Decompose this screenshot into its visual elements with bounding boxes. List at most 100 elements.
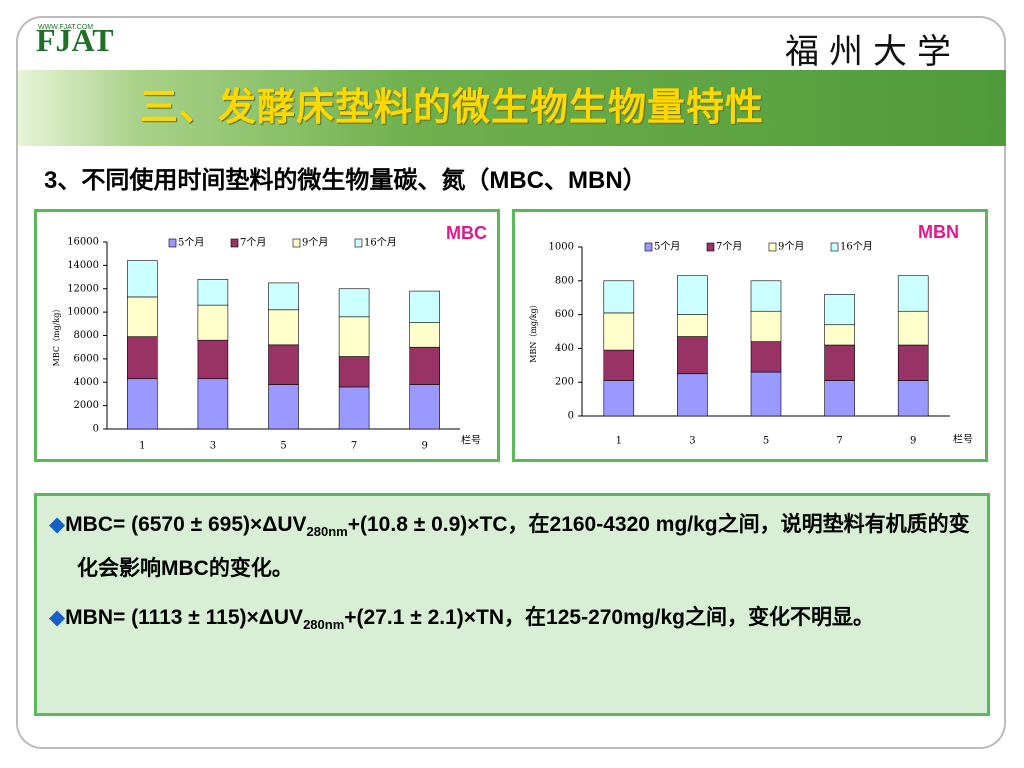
text: MBC= (6570 ± 695)×ΔUV <box>65 513 307 536</box>
x-axis-label: 栏号 <box>953 433 973 446</box>
slide-title: 三、发酵床垫料的微生物生物量特性 <box>140 87 765 129</box>
bar-segment <box>338 316 370 357</box>
bar-segment <box>409 346 441 385</box>
bar-segment <box>338 386 370 430</box>
bar-segment <box>127 296 158 337</box>
subscript: 280nm <box>303 617 345 633</box>
chart-box: 0 200 400 600 800 1000 1 3 5 7 9 5个月 7个月 9个月 16个月 MBN 栏号… <box>512 209 988 462</box>
legend-swatch <box>230 238 239 248</box>
x-axis-label: 栏号 <box>461 434 481 447</box>
y-tick-label: 200 <box>555 377 574 388</box>
legend-label: 7个月 <box>716 241 742 253</box>
y-tick-label: 0 <box>568 411 574 422</box>
bar-segment <box>750 310 782 342</box>
legend-swatch <box>768 242 777 252</box>
y-tick-label: 12000 <box>67 283 99 294</box>
bar-segment <box>750 280 782 312</box>
x-tick-label: 1 <box>139 441 145 452</box>
bar-segment <box>268 384 299 430</box>
bar-segment <box>603 349 635 381</box>
bar-segment <box>750 341 782 373</box>
bar-segment <box>677 336 708 375</box>
y-axis-label: MBN（mg/kg） <box>529 300 538 362</box>
y-tick-label: 14000 <box>67 260 99 271</box>
y-tick-label: 6000 <box>74 353 99 364</box>
x-tick-label: 9 <box>422 441 428 452</box>
bar-segment <box>824 344 855 381</box>
legend-label: 9个月 <box>778 241 804 253</box>
x-tick-label: 7 <box>836 436 842 447</box>
y-axis-label: MBC（mg/kg） <box>52 305 61 367</box>
y-tick-label: 4000 <box>74 377 99 388</box>
chart-title: MBN <box>918 222 959 242</box>
legend-label: 16个月 <box>364 237 397 249</box>
legend-label: 9个月 <box>302 237 328 249</box>
bar-segment <box>677 314 708 337</box>
x-tick-label: 5 <box>280 441 286 452</box>
bar-segment <box>824 324 855 346</box>
bar-segment <box>409 322 441 348</box>
x-tick-label: 3 <box>210 441 216 452</box>
y-tick-label: 400 <box>555 343 574 354</box>
bar-segment <box>897 275 929 312</box>
bar-segment <box>268 344 299 385</box>
legend-swatch <box>354 238 363 248</box>
legend-swatch <box>830 242 839 252</box>
bullet-marker: ◆ <box>49 606 66 630</box>
chart-title: MBC <box>446 223 487 243</box>
bar-segment <box>127 378 158 430</box>
university-name: 福州大学 <box>785 32 961 72</box>
chart: 0 200 400 600 800 1000 1 3 5 7 9 5个月 7个月 9个月 16个月 MBN 栏号… <box>529 222 973 447</box>
bar-segment <box>409 384 441 430</box>
bullet: ◆MBC= (6570 ± 695)×ΔUV280nm+(10.8 ± 0.9)… <box>49 506 973 587</box>
y-tick-label: 8000 <box>74 330 99 341</box>
bar-segment <box>127 336 158 380</box>
bar-segment <box>268 309 299 346</box>
bar-segment <box>897 380 929 417</box>
y-tick-label: 800 <box>555 275 574 286</box>
bar-segment <box>197 378 229 430</box>
y-tick-label: 10000 <box>67 307 99 318</box>
bar-segment <box>197 304 229 341</box>
x-tick-label: 1 <box>616 436 622 447</box>
legend-label: 7个月 <box>240 237 266 249</box>
bar-segment <box>824 294 855 326</box>
logo: FJAT <box>36 22 114 58</box>
y-tick-label: 16000 <box>67 237 99 248</box>
chart: 0 2000 4000 6000 8000 10000 12000 14000 16000 1 3 5… <box>52 223 487 452</box>
bar-segment <box>603 280 635 314</box>
legend-label: 5个月 <box>654 241 680 253</box>
bar-segment <box>197 339 229 380</box>
logo-url: WWW.FJAT.COM <box>38 24 94 31</box>
legend-label: 16个月 <box>840 241 873 253</box>
bar-segment <box>409 290 441 323</box>
y-tick-label: 600 <box>555 309 574 320</box>
bar-segment <box>603 312 635 351</box>
x-tick-label: 3 <box>689 436 695 447</box>
legend-swatch <box>292 238 301 248</box>
x-tick-label: 5 <box>763 436 769 447</box>
bar-segment <box>677 373 708 417</box>
bar-segment <box>603 380 635 417</box>
y-tick-label: 0 <box>93 424 99 435</box>
notes-box: ◆MBC= (6570 ± 695)×ΔUV280nm+(10.8 ± 0.9)… <box>34 493 990 716</box>
bar-segment <box>897 344 929 381</box>
subtitle: 3、不同使用时间垫料的微生物量碳、氮（MBC、MBN） <box>44 167 647 194</box>
y-tick-label: 2000 <box>74 400 99 411</box>
legend-swatch <box>168 238 177 248</box>
text: +(10.8 ± 0.9)×TC，在2160-4320 mg/kg之间，说明垫料… <box>77 513 970 581</box>
bar-segment <box>268 282 299 311</box>
subscript: 280nm <box>306 524 348 540</box>
text: MBN= (1113 ± 115)×ΔUV <box>65 606 304 630</box>
bar-segment <box>197 279 229 306</box>
bar-segment <box>897 310 929 346</box>
bullet: ◆MBN= (1113 ± 115)×ΔUV280nm+(27.1 ± 2.1)… <box>49 599 973 643</box>
bar-segment <box>338 288 370 318</box>
bar-segment <box>338 356 370 388</box>
legend-label: 5个月 <box>178 237 204 249</box>
x-tick-label: 7 <box>351 441 357 452</box>
bar-segment <box>677 275 708 315</box>
bullet-marker: ◆ <box>49 513 66 536</box>
bar-segment <box>127 260 158 298</box>
bar-segment <box>824 380 855 417</box>
